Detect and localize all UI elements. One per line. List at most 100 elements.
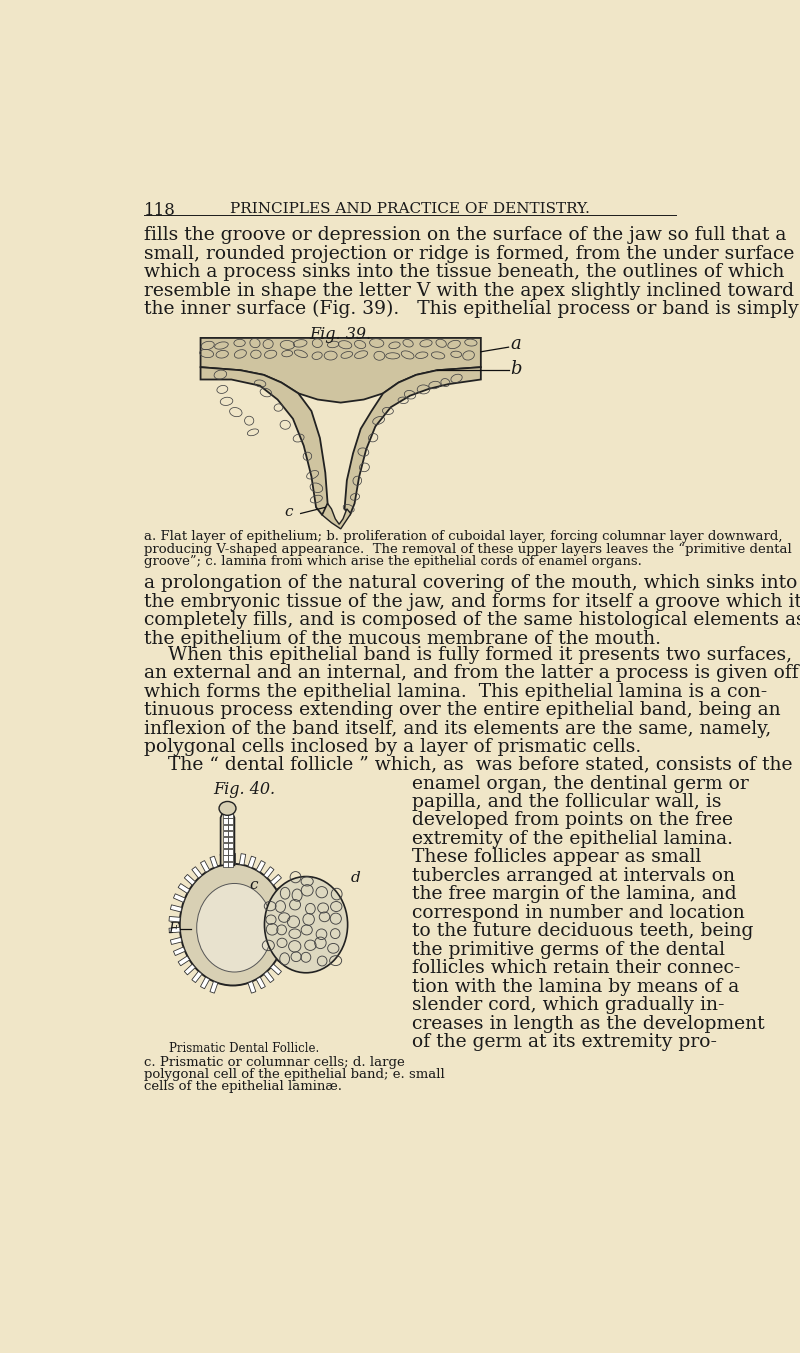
Text: Fig. 40.: Fig. 40. <box>214 781 275 798</box>
Text: cells of the epithelial laminæ.: cells of the epithelial laminæ. <box>144 1080 342 1093</box>
Text: producing V-shaped appearance.  The removal of these upper layers leaves the “pr: producing V-shaped appearance. The remov… <box>144 543 792 556</box>
Bar <box>228 831 233 836</box>
Text: follicles which retain their connec-: follicles which retain their connec- <box>411 959 740 977</box>
Ellipse shape <box>265 877 348 973</box>
Text: When this epithelial band is fully formed it presents two surfaces,: When this epithelial band is fully forme… <box>144 645 793 664</box>
Polygon shape <box>239 854 246 865</box>
Polygon shape <box>345 367 481 515</box>
Text: The “ dental follicle ” which, as  was before stated, consists of the: The “ dental follicle ” which, as was be… <box>144 755 793 774</box>
Polygon shape <box>201 977 210 989</box>
Polygon shape <box>256 861 266 873</box>
Text: slender cord, which gradually in-: slender cord, which gradually in- <box>411 996 724 1015</box>
Text: a prolongation of the natural covering of the mouth, which sinks into: a prolongation of the natural covering o… <box>144 574 798 593</box>
Bar <box>223 831 227 836</box>
Polygon shape <box>281 894 292 902</box>
Text: completely fills, and is composed of the same histological elements as: completely fills, and is composed of the… <box>144 612 800 629</box>
Polygon shape <box>264 971 274 982</box>
Polygon shape <box>270 965 282 976</box>
Bar <box>223 850 227 855</box>
Text: the free margin of the lamina, and: the free margin of the lamina, and <box>411 885 736 904</box>
Ellipse shape <box>180 863 286 985</box>
Text: c. Prismatic or columnar cells; d. large: c. Prismatic or columnar cells; d. large <box>144 1055 405 1069</box>
Polygon shape <box>170 905 182 912</box>
Polygon shape <box>230 852 235 863</box>
Polygon shape <box>248 981 256 993</box>
Bar <box>223 812 227 817</box>
Polygon shape <box>169 927 180 932</box>
Polygon shape <box>210 856 218 867</box>
Text: to the future deciduous teeth, being: to the future deciduous teeth, being <box>411 923 753 940</box>
Text: fills the groove or depression on the surface of the jaw so full that a: fills the groove or depression on the su… <box>144 226 786 245</box>
Polygon shape <box>286 927 297 932</box>
Polygon shape <box>201 367 328 515</box>
Polygon shape <box>221 806 234 866</box>
Polygon shape <box>192 867 202 878</box>
Bar <box>223 819 227 824</box>
Text: inflexion of the band itself, and its elements are the same, namely,: inflexion of the band itself, and its el… <box>144 720 771 737</box>
Polygon shape <box>276 957 288 966</box>
Text: groove”; c. lamina from which arise the epithelial cords of enamel organs.: groove”; c. lamina from which arise the … <box>144 555 642 568</box>
Text: tubercles arranged at intervals on: tubercles arranged at intervals on <box>411 867 734 885</box>
Polygon shape <box>178 957 190 966</box>
Polygon shape <box>210 981 218 993</box>
Bar <box>228 843 233 848</box>
Text: extremity of the epithelial lamina.: extremity of the epithelial lamina. <box>411 829 733 848</box>
Text: tinuous process extending over the entire epithelial band, being an: tinuous process extending over the entir… <box>144 701 781 720</box>
Bar <box>228 824 233 829</box>
Text: small, rounded projection or ridge is formed, from the under surface of: small, rounded projection or ridge is fo… <box>144 245 800 262</box>
Polygon shape <box>192 971 202 982</box>
Ellipse shape <box>197 884 272 971</box>
Text: an external and an internal, and from the latter a process is given off: an external and an internal, and from th… <box>144 664 799 682</box>
Text: of the germ at its extremity pro-: of the germ at its extremity pro- <box>411 1034 717 1051</box>
Text: These follicles appear as small: These follicles appear as small <box>411 848 701 866</box>
Polygon shape <box>256 977 266 989</box>
Text: the primitive germs of the dental: the primitive germs of the dental <box>411 940 725 959</box>
Polygon shape <box>281 947 292 955</box>
Polygon shape <box>284 938 295 944</box>
Polygon shape <box>169 916 180 921</box>
Polygon shape <box>184 874 195 885</box>
Text: polygonal cell of the epithelial band; e. small: polygonal cell of the epithelial band; e… <box>144 1068 445 1081</box>
Text: Fig. 39.: Fig. 39. <box>310 326 372 344</box>
Bar <box>228 819 233 824</box>
Text: which forms the epithelial lamina.  This epithelial lamina is a con-: which forms the epithelial lamina. This … <box>144 683 768 701</box>
Text: a. Flat layer of epithelium; b. proliferation of cuboidal layer, forcing columna: a. Flat layer of epithelium; b. prolifer… <box>144 530 783 544</box>
Text: enamel organ, the dentinal germ or: enamel organ, the dentinal germ or <box>411 774 748 793</box>
Bar <box>228 855 233 861</box>
Polygon shape <box>174 894 185 902</box>
Text: c: c <box>250 878 258 892</box>
Text: b: b <box>510 360 522 377</box>
Bar <box>223 843 227 848</box>
Bar <box>223 824 227 829</box>
Text: 118: 118 <box>144 203 176 219</box>
Text: a: a <box>510 336 521 353</box>
Text: tion with the lamina by means of a: tion with the lamina by means of a <box>411 978 738 996</box>
Bar <box>223 838 227 843</box>
Text: correspond in number and location: correspond in number and location <box>411 904 744 921</box>
Text: polygonal cells inclosed by a layer of prismatic cells.: polygonal cells inclosed by a layer of p… <box>144 739 642 756</box>
Text: F: F <box>169 921 178 935</box>
Polygon shape <box>284 905 295 912</box>
Polygon shape <box>201 338 481 403</box>
Bar <box>223 855 227 861</box>
Text: the embryonic tissue of the jaw, and forms for itself a groove which it: the embryonic tissue of the jaw, and for… <box>144 593 800 610</box>
Polygon shape <box>270 874 282 885</box>
Polygon shape <box>264 867 274 878</box>
Text: which a process sinks into the tissue beneath, the outlines of which: which a process sinks into the tissue be… <box>144 264 785 281</box>
Polygon shape <box>170 938 182 944</box>
Bar <box>223 862 227 867</box>
Text: c: c <box>285 505 293 520</box>
Text: PRINCIPLES AND PRACTICE OF DENTISTRY.: PRINCIPLES AND PRACTICE OF DENTISTRY. <box>230 203 590 216</box>
Polygon shape <box>322 503 350 529</box>
Polygon shape <box>276 884 288 893</box>
Text: resemble in shape the letter V with the apex slightly inclined toward: resemble in shape the letter V with the … <box>144 281 794 300</box>
Polygon shape <box>201 861 210 873</box>
Bar <box>228 838 233 843</box>
Polygon shape <box>184 965 195 976</box>
Text: creases in length as the development: creases in length as the development <box>411 1015 764 1032</box>
Text: d: d <box>350 871 361 885</box>
Polygon shape <box>174 947 185 955</box>
Ellipse shape <box>219 801 236 816</box>
Bar <box>228 862 233 867</box>
Polygon shape <box>286 916 297 921</box>
